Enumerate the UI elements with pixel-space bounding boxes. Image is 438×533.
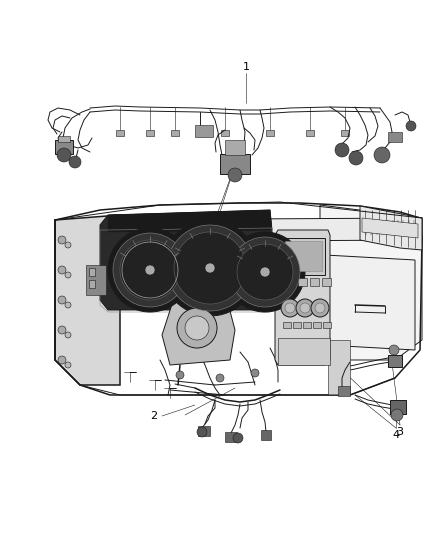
Bar <box>322 278 331 286</box>
Circle shape <box>349 151 363 165</box>
Bar <box>303 322 311 328</box>
Circle shape <box>233 433 243 443</box>
Circle shape <box>174 232 246 304</box>
Bar <box>298 278 307 286</box>
Circle shape <box>120 240 180 300</box>
Circle shape <box>65 302 71 308</box>
Circle shape <box>113 233 187 307</box>
Circle shape <box>311 299 329 317</box>
Circle shape <box>391 409 403 421</box>
Circle shape <box>65 272 71 278</box>
Circle shape <box>167 225 253 311</box>
Bar <box>89 268 95 276</box>
Bar <box>286 278 295 286</box>
Polygon shape <box>55 215 120 385</box>
Bar <box>225 432 237 442</box>
Circle shape <box>216 374 224 382</box>
Circle shape <box>335 143 349 157</box>
Circle shape <box>177 308 217 348</box>
Polygon shape <box>362 218 418 238</box>
Circle shape <box>176 371 184 379</box>
Bar <box>266 130 274 136</box>
Polygon shape <box>162 292 235 365</box>
Circle shape <box>205 263 215 273</box>
Bar <box>116 130 124 136</box>
Bar <box>195 125 213 137</box>
Circle shape <box>225 232 305 312</box>
Circle shape <box>389 345 399 355</box>
Circle shape <box>237 244 293 300</box>
Bar <box>238 273 254 283</box>
Bar <box>89 280 95 288</box>
Circle shape <box>406 121 416 131</box>
Polygon shape <box>325 255 415 350</box>
Circle shape <box>281 299 299 317</box>
Bar <box>58 136 70 142</box>
Circle shape <box>65 242 71 248</box>
Bar <box>338 386 350 396</box>
Circle shape <box>251 369 259 377</box>
Bar <box>310 278 319 286</box>
Bar <box>390 400 406 414</box>
Circle shape <box>185 316 209 340</box>
Circle shape <box>58 236 66 244</box>
Circle shape <box>65 332 71 338</box>
Circle shape <box>58 326 66 334</box>
Polygon shape <box>108 210 272 232</box>
Bar <box>225 140 245 155</box>
Bar <box>285 241 322 271</box>
Polygon shape <box>278 338 330 365</box>
Bar <box>221 130 229 136</box>
Circle shape <box>197 427 207 437</box>
Text: 4: 4 <box>392 430 399 440</box>
Circle shape <box>300 303 310 313</box>
Bar <box>86 265 106 295</box>
Polygon shape <box>275 230 330 365</box>
Bar <box>146 130 154 136</box>
Bar <box>220 154 250 174</box>
Circle shape <box>145 265 155 275</box>
Circle shape <box>58 356 66 364</box>
Polygon shape <box>328 340 350 395</box>
Bar <box>341 130 349 136</box>
Bar <box>283 322 291 328</box>
Polygon shape <box>100 210 272 310</box>
Circle shape <box>228 168 242 182</box>
Polygon shape <box>360 206 422 250</box>
Bar <box>388 355 402 367</box>
Bar <box>313 322 321 328</box>
Polygon shape <box>282 238 325 275</box>
Circle shape <box>260 267 270 277</box>
Bar <box>261 430 271 440</box>
Bar <box>293 322 301 328</box>
Text: 1: 1 <box>243 62 250 72</box>
Circle shape <box>108 228 192 312</box>
Circle shape <box>65 362 71 368</box>
Circle shape <box>69 156 81 168</box>
Text: 2: 2 <box>150 411 158 421</box>
Text: 3: 3 <box>396 427 403 437</box>
Polygon shape <box>320 205 422 360</box>
Bar <box>55 140 73 154</box>
Circle shape <box>285 303 295 313</box>
Circle shape <box>58 266 66 274</box>
Bar <box>323 322 331 328</box>
Bar <box>171 130 179 136</box>
Circle shape <box>296 299 314 317</box>
Bar <box>198 426 210 436</box>
Bar <box>388 132 402 142</box>
Polygon shape <box>55 218 422 242</box>
Circle shape <box>162 220 258 316</box>
Bar <box>306 130 314 136</box>
Circle shape <box>315 303 325 313</box>
Circle shape <box>58 296 66 304</box>
Circle shape <box>230 237 300 307</box>
Circle shape <box>374 147 390 163</box>
Circle shape <box>57 148 71 162</box>
